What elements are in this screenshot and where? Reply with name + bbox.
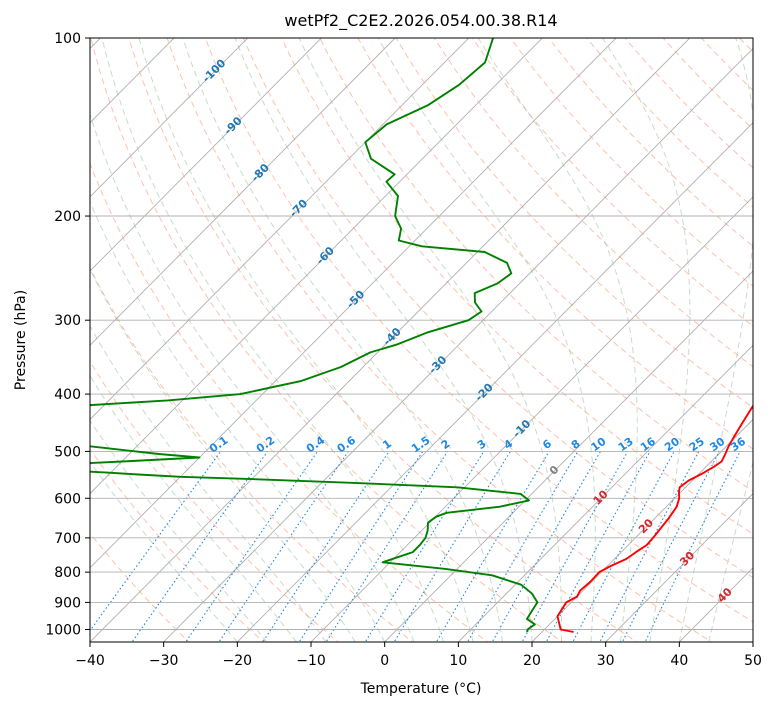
mixing-ratio-line (131, 451, 269, 642)
isotherm-line (162, 47, 753, 642)
moist-adiabat (138, 38, 474, 642)
mixing-ratio-line (90, 451, 222, 632)
dry-adiabat (764, 25, 775, 645)
profiles (90, 38, 753, 633)
isotherm-line (604, 492, 753, 642)
isotherm-line (752, 641, 753, 642)
x-tick-label: −40 (75, 653, 105, 669)
y-tick-label: 800 (54, 565, 81, 581)
y-tick-label: 700 (54, 531, 81, 547)
moist-adiabat (477, 38, 638, 642)
isotherm-line (236, 122, 753, 642)
x-tick-label: 40 (670, 653, 688, 669)
y-tick-label: 400 (54, 387, 81, 403)
plot-frame (89, 37, 754, 643)
dewpoint-profile-line (90, 38, 539, 633)
chart-title: wetPf2_C2E2.2026.054.00.38.R14 (284, 11, 557, 31)
y-tick-label: 1000 (45, 622, 81, 638)
temperature-profile-line (556, 404, 753, 633)
y-axis-label: Pressure (hPa) (13, 290, 29, 390)
mixing-ratio-line (298, 451, 424, 642)
moist-adiabat (101, 38, 445, 642)
isotherm-line (90, 38, 691, 642)
x-tick-label: 50 (744, 653, 762, 669)
moist-adiabat (298, 38, 562, 642)
moist-adiabat (90, 112, 415, 642)
moist-adiabat (90, 461, 238, 642)
dry-adiabat (166, 38, 713, 642)
x-tick-label: −20 (223, 653, 253, 669)
isotherm-line (90, 38, 249, 198)
y-tick-label: 200 (54, 209, 81, 225)
moist-adiabat (90, 419, 268, 642)
x-tick-label: 30 (597, 653, 615, 669)
x-tick-label: 0 (380, 653, 389, 669)
axes: −40 −30 −20 −10 0 10 20 30 40 50 100 200 300 400 500 60… (45, 31, 762, 669)
isotherm-line (90, 38, 617, 569)
moist-adiabat (90, 325, 327, 642)
x-tick-label: 20 (523, 653, 541, 669)
x-tick-label: −10 (296, 653, 326, 669)
moist-adiabat (678, 38, 753, 642)
dry-adiabat (90, 162, 489, 642)
mixing-ratio-line (599, 451, 700, 642)
moist-adiabat (90, 374, 297, 642)
moist-adiabat (708, 460, 753, 642)
moist-adiabat (602, 38, 691, 642)
mixing-ratio-line (218, 451, 349, 642)
dry-adiabat (471, 38, 753, 327)
mixing-ratio-line (325, 451, 449, 642)
isotherm-line (531, 418, 753, 642)
x-axis-label: Temperature (°C) (360, 681, 482, 697)
y-tick-label: 500 (54, 444, 81, 460)
mixing-ratio-line (185, 451, 319, 642)
x-tick-label: 10 (449, 653, 467, 669)
plot-background (90, 38, 753, 642)
dry-adiabat (433, 38, 753, 368)
isotherm-line (310, 196, 753, 642)
isotherm-line (90, 38, 323, 272)
mixing-ratio-line (262, 451, 390, 642)
moist-adiabat (234, 38, 533, 642)
isotherm-line (457, 344, 753, 642)
y-tick-label: 300 (54, 313, 81, 329)
isotherm-line (90, 38, 544, 495)
isotherm-line (90, 38, 396, 346)
isotherm-line (90, 38, 470, 421)
moist-adiabat (377, 38, 596, 642)
mixing-ratio-line (545, 451, 651, 642)
y-tick-label: 100 (54, 31, 81, 47)
x-tick-label: −30 (149, 653, 179, 669)
moist-adiabat (90, 200, 386, 642)
dry-adiabat (90, 267, 414, 642)
y-tick-label: 900 (54, 595, 81, 611)
y-tick-label: 600 (54, 491, 81, 507)
dry-adiabat (509, 38, 753, 287)
moist-adiabat (90, 268, 356, 642)
